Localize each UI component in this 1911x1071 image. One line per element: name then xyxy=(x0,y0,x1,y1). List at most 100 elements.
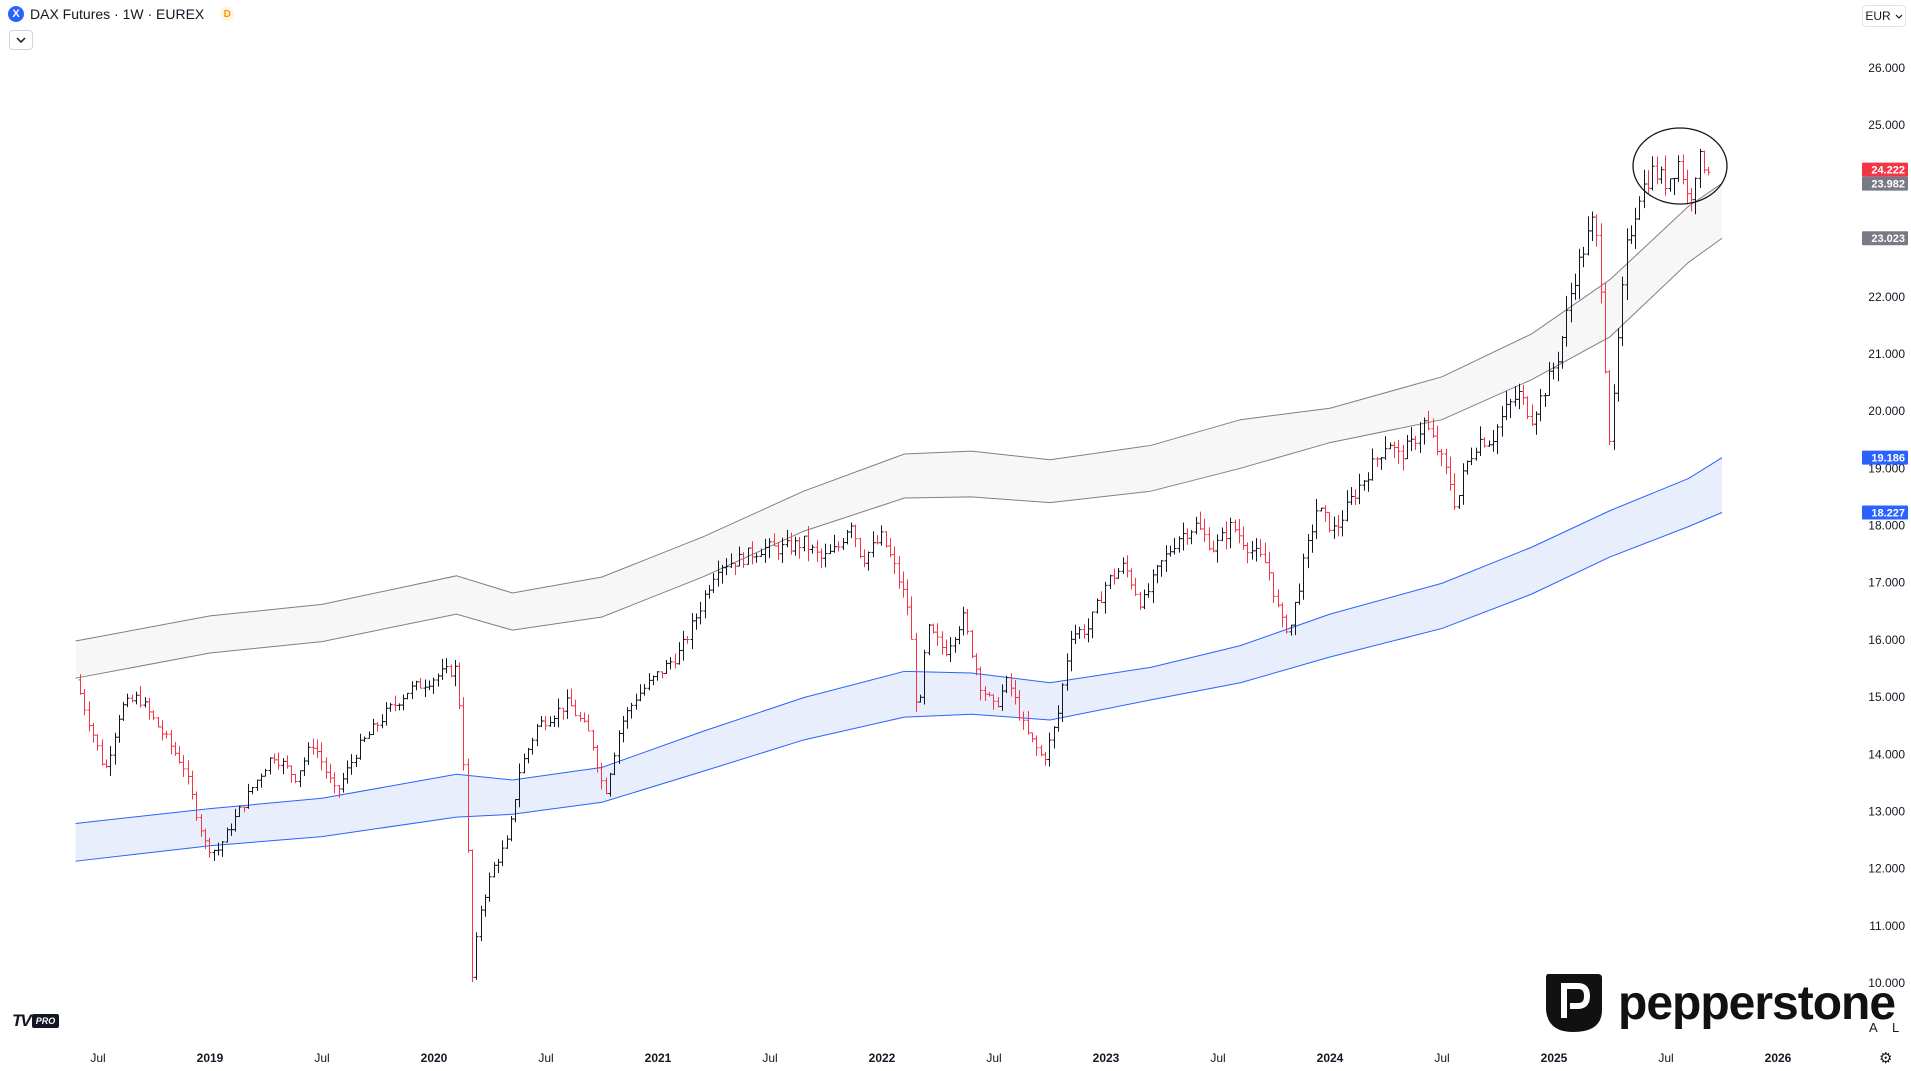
ohlc-bar xyxy=(95,734,100,751)
ohlc-bar xyxy=(1594,214,1599,247)
symbol-title[interactable]: DAX Futures · 1W · EUREX xyxy=(30,6,205,22)
ohlc-bar xyxy=(1633,207,1638,249)
delayed-data-badge[interactable]: D xyxy=(220,7,235,21)
ohlc-bar xyxy=(1426,410,1431,431)
legend-collapse-button[interactable] xyxy=(9,30,33,50)
ohlc-bar xyxy=(965,609,970,635)
ohlc-bar xyxy=(1009,673,1014,697)
ohlc-bar xyxy=(1534,411,1539,435)
ohlc-bar xyxy=(405,692,410,700)
ohlc-bar xyxy=(1668,178,1673,192)
ohlc-bar xyxy=(1125,555,1130,578)
ohlc-bar xyxy=(767,538,772,559)
ohlc-bar xyxy=(698,601,703,625)
ohlc-bar xyxy=(1379,456,1384,470)
ohlc-bar xyxy=(832,534,837,553)
ohlc-bar xyxy=(1612,384,1617,450)
ohlc-bar xyxy=(1237,519,1242,544)
ohlc-bar xyxy=(1530,404,1535,426)
ohlc-bar xyxy=(1233,519,1238,533)
ohlc-bar xyxy=(1676,155,1681,182)
ohlc-bar xyxy=(569,688,574,707)
ohlc-bar xyxy=(565,689,570,719)
ohlc-bar xyxy=(1047,732,1052,767)
tradingview-logo[interactable]: TV PRO xyxy=(12,1011,60,1031)
ohlc-bar xyxy=(1142,589,1147,610)
ohlc-bar xyxy=(655,671,660,681)
ohlc-bar xyxy=(879,525,884,546)
ohlc-bar xyxy=(1607,370,1612,445)
ohlc-bar xyxy=(345,760,350,784)
lower-band-bottom-line xyxy=(75,512,1723,862)
ohlc-bar xyxy=(1685,169,1690,205)
ohlc-bar xyxy=(173,741,178,756)
ohlc-bar xyxy=(302,757,307,776)
ohlc-bar xyxy=(190,770,195,800)
ohlc-bar xyxy=(539,716,544,728)
ohlc-bar xyxy=(1332,516,1337,539)
ohlc-bar xyxy=(1017,690,1022,721)
ohlc-bar xyxy=(741,552,746,568)
ohlc-bar xyxy=(393,695,398,712)
ohlc-bar xyxy=(1168,545,1173,557)
ohlc-bar xyxy=(423,679,428,698)
ohlc-bar xyxy=(940,631,945,655)
ohlc-bar xyxy=(169,729,174,755)
ohlc-bar xyxy=(470,849,475,983)
ohlc-bar xyxy=(1646,170,1651,194)
ohlc-bar xyxy=(268,757,273,775)
x-tick-label: Jul xyxy=(538,1051,553,1065)
ohlc-bar xyxy=(1413,435,1418,451)
ohlc-bar xyxy=(797,537,802,559)
gear-icon[interactable]: ⚙ xyxy=(1879,1050,1893,1067)
ohlc-bar xyxy=(548,716,553,727)
ohlc-bar xyxy=(716,560,721,587)
tv-mark-icon: TV xyxy=(12,1011,32,1030)
ohlc-bar xyxy=(427,680,432,691)
ohlc-bar xyxy=(418,677,423,689)
ohlc-bar xyxy=(970,630,975,659)
ohlc-bar xyxy=(246,783,251,809)
ohlc-bar xyxy=(293,773,298,784)
ohlc-bar xyxy=(444,658,449,674)
currency-selector[interactable]: EUR xyxy=(1862,5,1906,27)
ohlc-bar xyxy=(905,579,910,616)
ohlc-bar xyxy=(1293,601,1298,636)
x-tick-label: 2022 xyxy=(869,1051,896,1065)
ohlc-bar xyxy=(746,547,751,565)
ohlc-bar xyxy=(953,637,958,653)
auto-scale-button[interactable]: A xyxy=(1869,1020,1878,1035)
y-tick-label: 25.000 xyxy=(1868,118,1905,132)
ohlc-bar xyxy=(595,744,600,773)
ohlc-bar xyxy=(897,555,902,589)
ohlc-bar xyxy=(591,729,596,751)
ohlc-bar xyxy=(1625,228,1630,301)
ohlc-bar xyxy=(1323,505,1328,522)
chart-legend[interactable]: X DAX Futures · 1W · EUREX D xyxy=(8,6,235,22)
ohlc-bar xyxy=(1043,751,1048,766)
upper-band-bottom-line xyxy=(75,237,1723,679)
ohlc-bar xyxy=(440,658,445,681)
ohlc-bar xyxy=(530,737,535,755)
ohlc-bar xyxy=(1469,447,1474,466)
ohlc-bar xyxy=(181,755,186,778)
ohlc-bar xyxy=(673,653,678,669)
ohlc-bar xyxy=(901,571,906,598)
ohlc-bar xyxy=(1271,572,1276,604)
log-scale-button[interactable]: L xyxy=(1892,1020,1900,1035)
ohlc-bar xyxy=(1172,537,1177,555)
ohlc-bar xyxy=(694,613,699,630)
y-tick-label: 14.000 xyxy=(1868,747,1905,761)
ohlc-bar xyxy=(604,777,609,795)
ohlc-bar xyxy=(810,544,815,554)
ohlc-bar xyxy=(1525,396,1530,420)
ohlc-bar xyxy=(203,828,208,850)
ohlc-bar xyxy=(1457,495,1462,510)
ohlc-bar xyxy=(1146,583,1151,598)
ohlc-bar xyxy=(1164,545,1169,572)
ohlc-bar xyxy=(1310,524,1315,553)
ohlc-bar xyxy=(729,553,734,568)
ohlc-bar xyxy=(1603,282,1608,374)
ohlc-bar xyxy=(724,558,729,576)
